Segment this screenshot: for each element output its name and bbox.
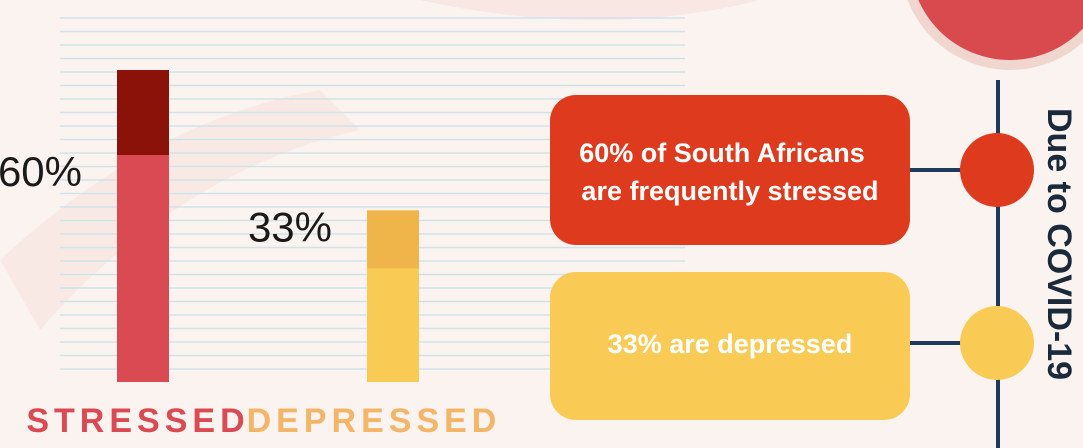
value-label: 33% <box>248 203 332 250</box>
side-title: Due to COVID-19 <box>1040 108 1078 380</box>
value-label: 60% <box>0 148 82 195</box>
category-label: DEPRESSED <box>247 402 502 440</box>
timeline-dot <box>960 133 1034 207</box>
category-label: STRESSED <box>26 402 249 440</box>
infographic: 60% of South Africans are frequently str… <box>0 0 1083 448</box>
bar-cap <box>117 70 169 155</box>
callout-text: 60% of South Africans <box>579 138 865 168</box>
callout-text: are frequently stressed <box>581 176 878 206</box>
callout-text: 33% are depressed <box>608 329 853 359</box>
timeline-dot <box>960 306 1034 380</box>
bar-cap <box>367 210 419 268</box>
page: 60% of South Africans are frequently str… <box>0 0 1083 448</box>
callout-box <box>550 95 910 245</box>
